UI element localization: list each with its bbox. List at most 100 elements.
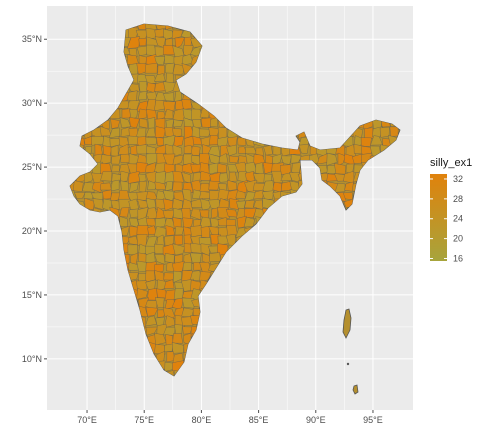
district [136,45,149,56]
district [172,170,184,184]
district [218,172,229,183]
district [172,154,184,166]
district [199,183,211,192]
legend-label: 24 [453,214,463,224]
district [255,147,264,157]
district [237,171,248,183]
y-tick-label: 10°N [22,354,42,364]
district [360,137,372,147]
district [236,200,246,209]
district [154,73,166,82]
district [271,171,283,184]
district [200,136,212,147]
district [137,108,148,120]
district [201,253,211,265]
district [164,289,176,302]
district [136,280,148,291]
district [208,180,221,191]
district [172,144,183,157]
district [91,136,104,146]
district [228,171,238,182]
district [172,64,185,76]
district [127,244,138,256]
district [110,179,120,192]
district [199,153,210,166]
district [119,206,130,218]
district [173,288,184,300]
district [193,262,202,271]
district [108,127,120,139]
x-tick-label: 95°E [363,415,383,425]
x-tick-label: 90°E [306,415,326,425]
district [181,297,195,309]
district [200,117,212,128]
district [162,209,175,219]
district [120,180,129,194]
district [120,170,129,182]
district [171,29,183,40]
district [81,182,96,193]
district [136,225,149,237]
district [280,172,293,182]
district [190,225,203,238]
district [379,126,390,138]
district [217,163,227,173]
y-tick-label: 30°N [22,98,42,108]
district [181,162,194,174]
legend-label: 20 [453,234,463,244]
district [199,271,212,283]
district [144,75,157,85]
district [172,243,186,256]
district [110,118,121,129]
legend-label: 32 [453,174,463,184]
district [192,172,203,184]
district [174,37,185,49]
district [92,198,105,210]
district [254,162,264,175]
district [138,91,148,101]
district [190,242,203,254]
district [157,64,165,76]
district [172,261,185,274]
nicobar-island [352,384,359,395]
district [139,118,149,129]
district [164,252,175,264]
district [243,216,255,228]
legend-colorbar [430,174,447,261]
district [199,191,211,200]
district [145,218,156,227]
district [154,344,166,355]
district [191,198,204,208]
district [155,171,166,184]
district [183,253,193,264]
district [138,81,148,93]
district [200,225,211,239]
district [199,170,211,181]
district [181,316,194,326]
district [145,153,158,166]
district [326,152,338,166]
x-axis: 70°E 75°E 80°E 85°E 90°E 95°E [77,410,383,425]
district [145,197,157,211]
district [218,153,229,164]
district [129,181,139,193]
district [244,207,258,218]
x-tick-label: 70°E [77,415,97,425]
district [261,190,274,200]
district [164,279,175,289]
district [164,343,174,353]
district [190,145,201,156]
district [272,153,283,166]
district [136,144,148,155]
x-tick-label: 80°E [192,415,212,425]
district [165,225,176,236]
district [138,173,147,183]
district [154,126,167,138]
district [210,116,218,128]
district [171,342,184,354]
district [154,263,165,274]
district [136,288,148,300]
district [102,189,112,200]
legend: silly_ex1 32 28 24 20 16 [430,157,472,264]
